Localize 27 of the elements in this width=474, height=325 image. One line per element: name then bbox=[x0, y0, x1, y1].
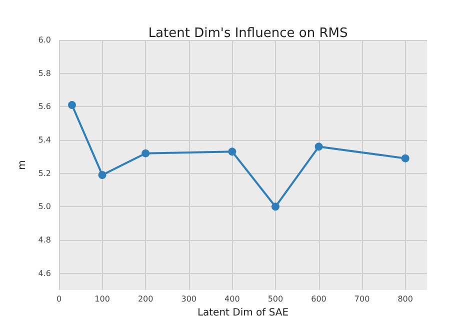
y-axis-title: m bbox=[16, 160, 28, 170]
point bbox=[314, 142, 323, 151]
x-tick-label: 300 bbox=[181, 294, 197, 304]
point bbox=[142, 149, 150, 158]
x-axis-title: Latent Dim of SAE bbox=[197, 307, 289, 318]
x-tick-label: 100 bbox=[94, 294, 110, 304]
x-tick-label: 800 bbox=[398, 294, 413, 304]
point bbox=[98, 171, 106, 179]
y-tick-label: 5.8 bbox=[38, 68, 51, 78]
x-tick-label: 0 bbox=[56, 294, 62, 304]
chart-title: Latent Dim's Influence on RMS bbox=[148, 26, 348, 41]
x-tick-label: 200 bbox=[138, 294, 154, 304]
y-tick-label: 4.6 bbox=[38, 268, 51, 278]
y-tick-label: 5.6 bbox=[38, 102, 51, 112]
y-tick-label: 5.4 bbox=[38, 136, 51, 144]
y-tick-label: 6.0 bbox=[38, 36, 51, 44]
y-tick-label: 4.8 bbox=[38, 236, 51, 244]
point bbox=[228, 148, 236, 156]
point bbox=[401, 154, 410, 162]
point bbox=[68, 101, 76, 109]
x-tick-label: 600 bbox=[311, 294, 326, 304]
y-tick-label: 5.0 bbox=[38, 202, 51, 212]
x-tick-label: 700 bbox=[354, 294, 370, 304]
x-tick-label: 400 bbox=[224, 294, 240, 304]
x-tick-label: 500 bbox=[268, 294, 284, 304]
y-tick-label: 5.2 bbox=[38, 168, 51, 178]
point bbox=[271, 202, 280, 211]
